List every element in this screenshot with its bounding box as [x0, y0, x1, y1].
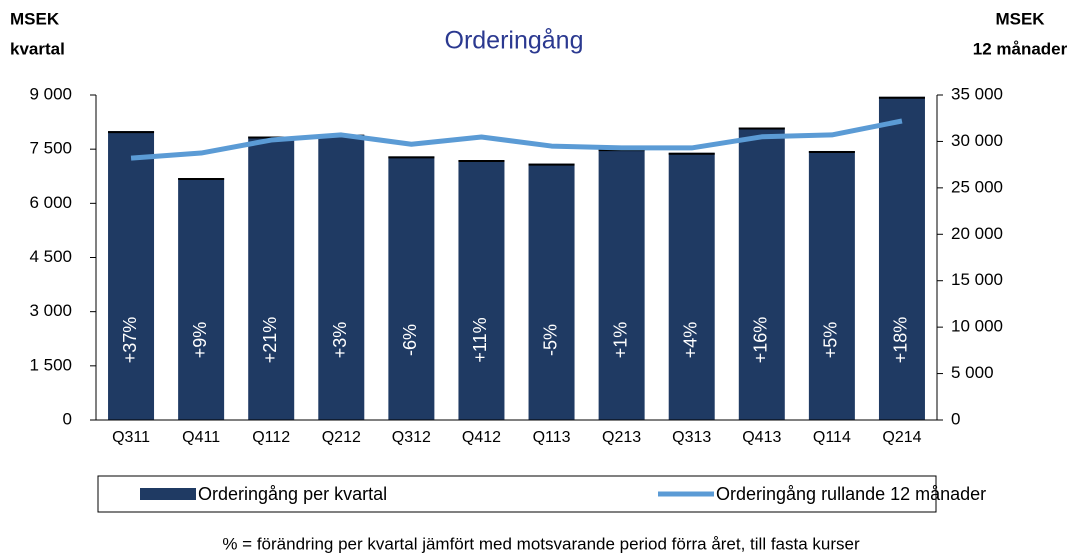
bar-annotation: +37%: [120, 317, 140, 364]
y2-tick-label: 30 000: [951, 131, 1003, 150]
bar: [178, 178, 225, 420]
legend-label: Orderingång per kvartal: [198, 484, 387, 504]
y-tick-label: 0: [63, 409, 72, 428]
y2-tick-label: 15 000: [951, 270, 1003, 289]
y2-tick-label: 10 000: [951, 317, 1003, 336]
legend-swatch: [140, 488, 196, 500]
bar-annotation: +16%: [751, 317, 771, 364]
y2-axis-label: 12 månader: [973, 39, 1068, 58]
y-axis-label: kvartal: [10, 39, 65, 58]
y2-axis-label: MSEK: [995, 9, 1045, 28]
y2-tick-label: 20 000: [951, 224, 1003, 243]
bar: [248, 136, 295, 420]
bar-annotation: +3%: [330, 322, 350, 359]
x-tick-label: Q113: [533, 429, 571, 446]
x-tick-label: Q214: [882, 429, 921, 446]
bar: [808, 150, 855, 420]
y2-tick-label: 25 000: [951, 177, 1003, 196]
bar-annotation: +9%: [190, 322, 210, 359]
y-tick-label: 7 500: [29, 139, 72, 158]
bar-annotation: +4%: [680, 322, 700, 359]
y-tick-label: 4 500: [29, 247, 72, 266]
y2-tick-label: 35 000: [951, 84, 1003, 103]
bar: [878, 96, 925, 421]
x-tick-label: Q413: [742, 429, 781, 446]
line: [130, 118, 903, 161]
x-tick-label: Q114: [813, 429, 851, 446]
x-tick-label: Q213: [602, 429, 641, 446]
bar-annotation: +11%: [470, 317, 490, 362]
x-tick-label: Q212: [322, 429, 361, 446]
bar: [528, 163, 575, 420]
legend-label: Orderingång rullande 12 månader: [716, 484, 986, 504]
bar-annotation: -6%: [400, 324, 420, 356]
footnote: % = förändring per kvartal jämfört med m…: [222, 534, 860, 553]
bar: [458, 160, 505, 420]
bar-annotation: +1%: [610, 322, 630, 359]
y2-tick-label: 0: [951, 409, 960, 428]
bar: [668, 152, 715, 420]
legend-box: [97, 475, 937, 513]
x-tick-label: Q311: [112, 429, 150, 446]
y-tick-label: 1 500: [29, 355, 72, 374]
bar: [738, 127, 785, 420]
x-tick-label: Q313: [672, 429, 711, 446]
y-axis-label: MSEK: [10, 9, 60, 28]
chart-title: Orderingång: [445, 27, 584, 55]
y-tick-label: 6 000: [29, 193, 72, 212]
bar-annotation: +5%: [821, 322, 841, 359]
bar-annotation: +21%: [260, 317, 280, 364]
bar-annotation: -5%: [540, 324, 560, 356]
bar: [598, 149, 645, 420]
bar-annotation: +18%: [891, 317, 911, 364]
bar: [318, 134, 365, 420]
x-tick-label: Q112: [252, 429, 290, 446]
y-tick-label: 9 000: [29, 84, 72, 103]
y2-tick-label: 5 000: [951, 363, 994, 382]
x-tick-label: Q312: [392, 429, 431, 446]
x-tick-label: Q411: [182, 429, 220, 446]
x-tick-label: Q412: [462, 429, 501, 446]
bar: [388, 156, 435, 420]
bar: [108, 131, 155, 420]
y-tick-label: 3 000: [29, 301, 72, 320]
